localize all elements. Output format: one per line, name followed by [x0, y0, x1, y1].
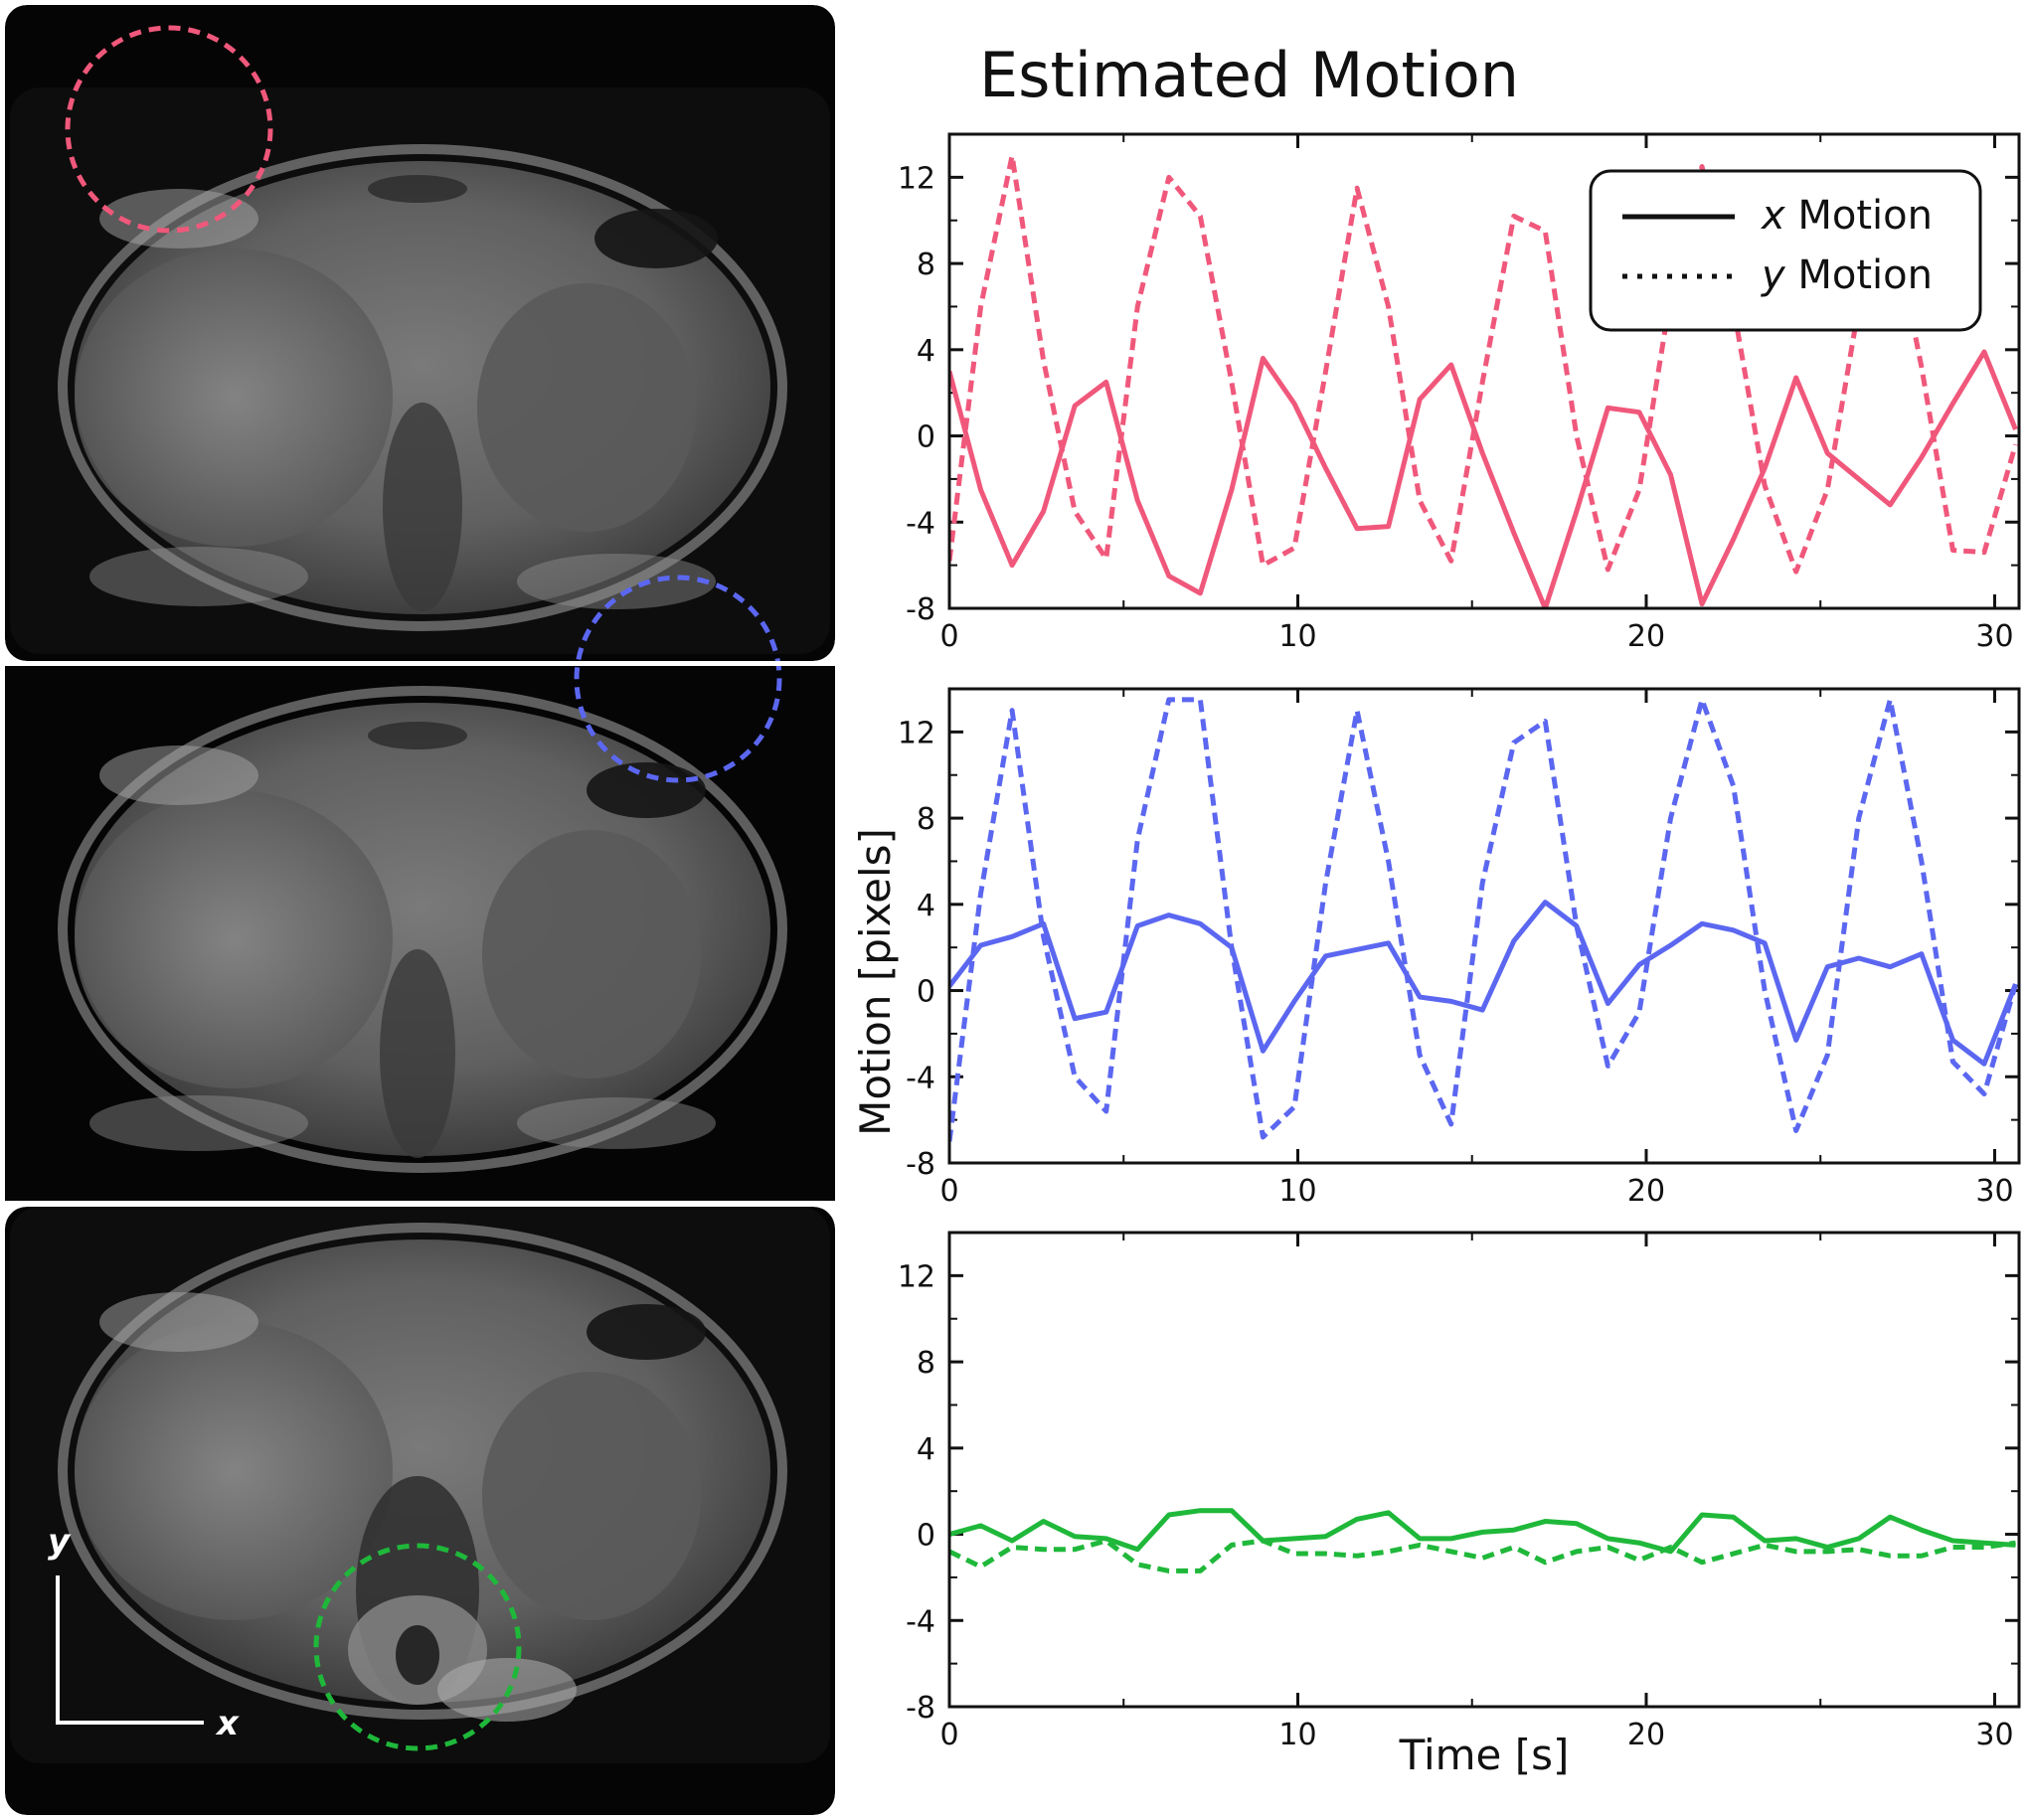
motion-chart-middle: 0 10 20 30 -8 -4 0 4 8 12: [898, 687, 2021, 1209]
x-tick-label: 30: [1975, 1174, 2013, 1209]
chart-legend: x Motion y Motion: [1589, 169, 1982, 332]
y-tick-label: 0: [917, 1519, 935, 1554]
image-axes-indicator: y x: [48, 1522, 240, 1743]
region-circle-pink: [65, 25, 273, 234]
y-tick-label: 4: [917, 334, 935, 369]
image-y-label: y: [48, 1522, 72, 1562]
image-x-label: x: [215, 1704, 240, 1743]
y-tick-label: 12: [898, 1259, 935, 1294]
plot-frame: [947, 1231, 2021, 1709]
x-tick-label: 30: [1975, 1718, 2013, 1752]
y-tick-label: 8: [917, 802, 935, 837]
y-tick-label: -4: [906, 1604, 935, 1639]
y-tick-label: -8: [906, 1147, 935, 1182]
y-tick-label: 4: [917, 1432, 935, 1467]
legend-label-y-motion: y Motion: [1761, 252, 1933, 298]
x-motion-series-line: [949, 900, 2018, 1067]
y-axis-label: Motion [pixels]: [851, 828, 900, 1136]
y-tick-label: -4: [906, 1061, 935, 1095]
y-tick-label: 12: [898, 161, 935, 196]
region-circle-green: [313, 1543, 522, 1751]
x-tick-label: 10: [1278, 1174, 1316, 1209]
x-tick-label: 0: [939, 1718, 958, 1752]
plot-frame: [947, 687, 2021, 1165]
motion-chart-top: 0 10 20 30 -8 -4 0 4 8 12: [898, 132, 2021, 654]
plot-frame: [947, 132, 2021, 610]
x-axis-label: Time [s]: [1399, 1731, 1570, 1779]
y-tick-label: 0: [917, 420, 935, 455]
y-motion-series-line: [949, 153, 2018, 575]
y-motion-series-line: [949, 1538, 2016, 1573]
x-tick-label: 0: [939, 619, 958, 654]
panel-separator: [0, 661, 840, 666]
x-tick-label: 20: [1627, 619, 1665, 654]
y-tick-label: 12: [898, 716, 935, 750]
y-tick-label: -8: [906, 1691, 935, 1726]
mri-panel-top: [5, 5, 835, 661]
figure-title: Estimated Motion: [979, 39, 1519, 111]
legend-label-x-motion: x Motion: [1760, 193, 1933, 239]
region-circle-blue: [574, 575, 782, 783]
y-tick-label: -8: [906, 592, 935, 627]
x-motion-series-line: [949, 1508, 2016, 1555]
x-tick-label: 20: [1627, 1174, 1665, 1209]
motion-chart-bottom: 0 10 20 30 -8 -4 0 4 8 12: [898, 1231, 2021, 1752]
x-tick-label: 10: [1278, 1718, 1316, 1752]
x-tick-label: 20: [1627, 1718, 1665, 1752]
y-tick-label: 4: [917, 889, 935, 923]
y-tick-label: 8: [917, 1346, 935, 1381]
legend-box: [1589, 169, 1982, 332]
y-tick-label: -4: [906, 506, 935, 541]
x-tick-label: 0: [939, 1174, 958, 1209]
x-tick-label: 30: [1975, 619, 2013, 654]
y-motion-series-line: [949, 697, 2018, 1142]
x-motion-series-line: [949, 349, 2018, 608]
x-tick-label: 10: [1278, 619, 1316, 654]
y-tick-label: 0: [917, 975, 935, 1010]
mri-panel-bottom: [5, 1207, 835, 1815]
mri-panel-middle: [5, 666, 835, 1201]
panel-separator: [0, 1201, 840, 1207]
y-tick-label: 8: [917, 248, 935, 282]
